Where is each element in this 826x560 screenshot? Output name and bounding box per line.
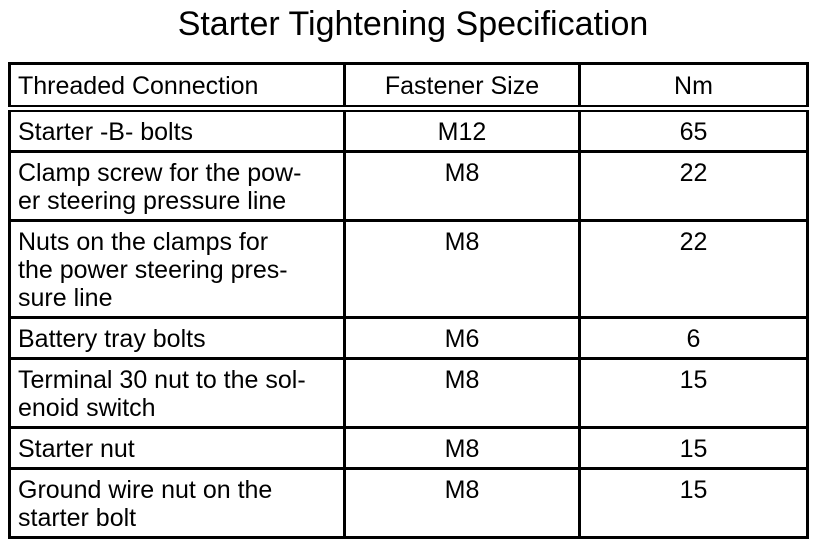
connection-cell: Starter nut <box>8 426 346 470</box>
size-cell: M12 <box>343 107 581 153</box>
nm-cell: 22 <box>578 219 809 319</box>
size-cell: M8 <box>343 150 581 222</box>
tightening-spec-table: Threaded Connection Fastener Size Nm Sta… <box>8 62 809 539</box>
connection-cell: Battery tray bolts <box>8 316 346 360</box>
nm-cell: 15 <box>578 467 809 539</box>
table-row: Clamp screw for the pow- er steering pre… <box>8 150 809 222</box>
document-title: Starter Tightening Specification <box>177 5 649 43</box>
connection-cell: Nuts on the clamps for the power steerin… <box>8 219 346 319</box>
size-cell: M8 <box>343 357 581 429</box>
table-row: Battery tray bolts M6 6 <box>8 316 809 360</box>
size-cell: M8 <box>343 467 581 539</box>
connection-cell: Clamp screw for the pow- er steering pre… <box>8 150 346 222</box>
header-row: Threaded Connection Fastener Size Nm <box>8 62 809 110</box>
table-row: Terminal 30 nut to the sol- enoid switch… <box>8 357 809 429</box>
table-row: Ground wire nut on the starter bolt M8 1… <box>8 467 809 539</box>
connection-cell: Terminal 30 nut to the sol- enoid switch <box>8 357 346 429</box>
nm-cell: 15 <box>578 426 809 470</box>
nm-cell: 65 <box>578 107 809 153</box>
table-row: Starter nut M8 15 <box>8 426 809 470</box>
header-threaded-connection: Threaded Connection <box>8 62 346 110</box>
size-cell: M8 <box>343 426 581 470</box>
nm-cell: 15 <box>578 357 809 429</box>
nm-cell: 22 <box>578 150 809 222</box>
table-row: Starter -B- bolts M12 65 <box>8 107 809 153</box>
header-nm: Nm <box>578 62 809 110</box>
header-fastener-size: Fastener Size <box>343 62 581 110</box>
size-cell: M8 <box>343 219 581 319</box>
connection-cell: Ground wire nut on the starter bolt <box>8 467 346 539</box>
size-cell: M6 <box>343 316 581 360</box>
nm-cell: 6 <box>578 316 809 360</box>
connection-cell: Starter -B- bolts <box>8 107 346 153</box>
table-row: Nuts on the clamps for the power steerin… <box>8 219 809 319</box>
